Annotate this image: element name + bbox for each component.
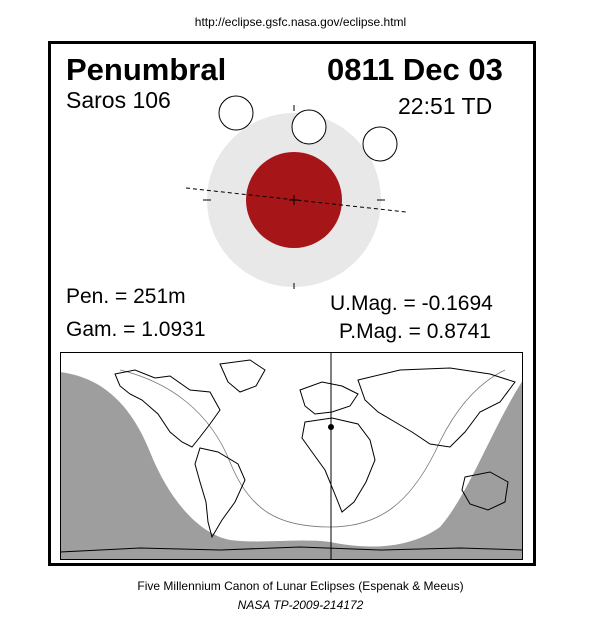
- eclipse-panel-frame: [48, 41, 536, 566]
- south-america-outline: [194, 447, 246, 539]
- greenland-outline: [219, 359, 266, 393]
- publication-reference: NASA TP-2009-214172: [237, 598, 364, 612]
- eclipse-visible-region: [60, 352, 523, 547]
- europe-outline: [299, 381, 359, 415]
- canon-citation: Five Millennium Canon of Lunar Eclipses …: [137, 579, 464, 593]
- africa-outline: [301, 417, 376, 513]
- eclipse-type-title: Penumbral: [66, 52, 227, 87]
- antarctica-outline: [60, 546, 523, 553]
- full-eclipse-boundary: [119, 369, 506, 528]
- penumbral-duration: Pen. = 251m: [66, 285, 186, 308]
- continent-outlines: [60, 359, 523, 553]
- source-url[interactable]: http://eclipse.gsfc.nasa.gov/eclipse.htm…: [194, 15, 407, 29]
- greatest-eclipse-time: 22:51 TD: [398, 93, 493, 119]
- saros-series: Saros 106: [66, 87, 171, 113]
- visibility-map: [60, 352, 523, 560]
- eclipse-date: 0811 Dec 03: [327, 52, 503, 87]
- sub-lunar-point: [328, 424, 334, 430]
- penumbral-magnitude: P.Mag. = 0.8741: [339, 320, 491, 343]
- australia-outline: [461, 471, 509, 511]
- north-america-outline: [114, 369, 221, 448]
- asia-outline: [357, 367, 516, 448]
- gamma-value: Gam. = 1.0931: [66, 318, 206, 341]
- map-border: [60, 352, 523, 560]
- umbral-magnitude: U.Mag. = -0.1694: [330, 292, 493, 315]
